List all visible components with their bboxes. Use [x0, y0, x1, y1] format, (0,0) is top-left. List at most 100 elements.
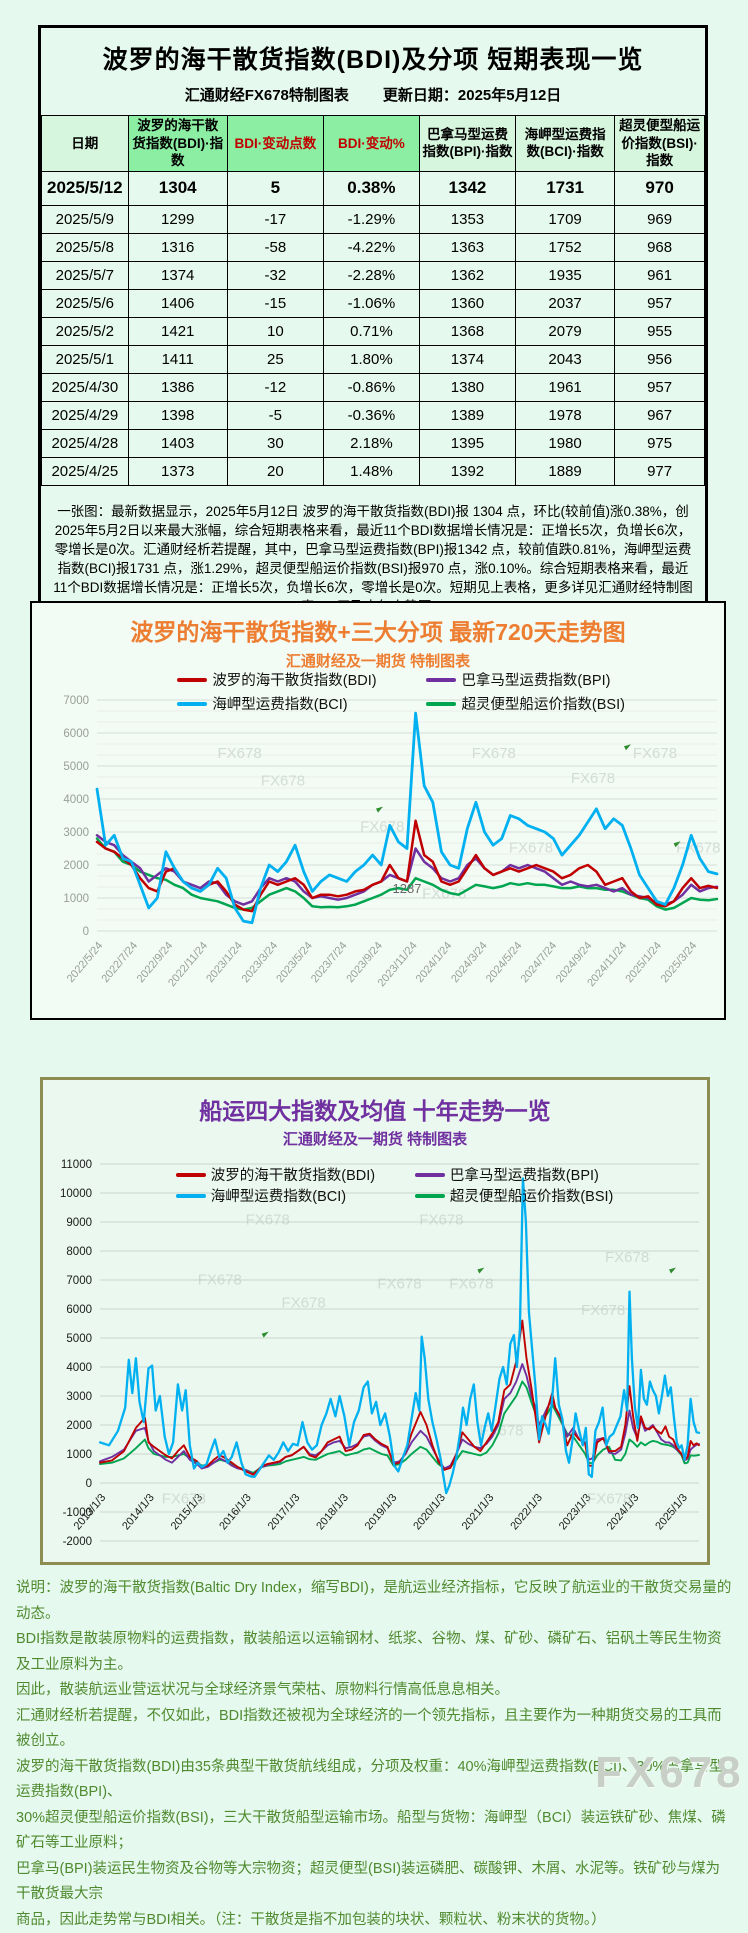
svg-text:FX678: FX678 [282, 1294, 326, 1311]
svg-text:2000: 2000 [63, 860, 89, 872]
svg-text:FX678: FX678 [633, 745, 677, 762]
column-header: 超灵便型船运价指数(BSI)·指数 [615, 116, 705, 172]
svg-text:FX678: FX678 [587, 1490, 631, 1507]
svg-text:5000: 5000 [66, 1333, 92, 1345]
svg-text:10000: 10000 [60, 1188, 92, 1200]
legend-item: 巴拿马型运费指数(BPI) [415, 1164, 599, 1185]
legend-swatch-icon [415, 1173, 445, 1177]
svg-text:2000: 2000 [66, 1420, 92, 1432]
legend-label: 超灵便型船运价指数(BSI) [450, 1185, 614, 1206]
legend-label: 波罗的海干散货指数(BDI) [212, 669, 376, 690]
svg-text:0: 0 [83, 926, 89, 938]
legend-label: 海岬型运费指数(BCI) [211, 1185, 346, 1206]
legend-item: 波罗的海干散货指数(BDI) [176, 1164, 375, 1185]
chart-10year-panel: 船运四大指数及均值 十年走势一览 汇通财经及一期货 特制图表 波罗的海干散货指数… [40, 1077, 710, 1565]
svg-text:2022/7/24: 2022/7/24 [99, 940, 140, 985]
legend-swatch-icon [176, 1173, 206, 1177]
legend-item: 超灵便型船运价指数(BSI) [415, 1185, 614, 1206]
column-header: 海岬型运费指数(BCI)·指数 [516, 116, 615, 172]
svg-text:2023/7/24: 2023/7/24 [309, 940, 350, 985]
svg-text:9000: 9000 [66, 1217, 92, 1229]
svg-text:0: 0 [86, 1478, 92, 1490]
legend-item: 波罗的海干散货指数(BDI) [177, 669, 376, 690]
legend-swatch-icon [415, 1194, 445, 1198]
svg-text:2025/1/24: 2025/1/24 [623, 940, 664, 985]
legend-item: 海岬型运费指数(BCI) [177, 693, 347, 714]
svg-text:FX678: FX678 [605, 1249, 649, 1266]
svg-text:7000: 7000 [66, 1275, 92, 1287]
legend-label: 波罗的海干散货指数(BDI) [211, 1164, 375, 1185]
svg-text:FX678: FX678 [571, 770, 615, 787]
legend-item: 巴拿马型运费指数(BPI) [426, 669, 610, 690]
chart-720day-subtitle: 汇通财经及一期货 特制图表 [32, 650, 724, 671]
svg-text:2023/1/24: 2023/1/24 [204, 940, 245, 985]
svg-text:FX678: FX678 [360, 819, 404, 836]
chart-720day-title: 波罗的海干散货指数+三大分项 最新720天走势图 [32, 613, 724, 647]
footer-line: 30%超灵便型船运价指数(BSI)，三大干散货船型运输市场。船型与货物：海岬型（… [16, 1806, 734, 1857]
svg-text:2025/3/24: 2025/3/24 [659, 940, 700, 985]
legend-label: 巴拿马型运费指数(BPI) [450, 1164, 599, 1185]
legend-item: 超灵便型船运价指数(BSI) [426, 693, 625, 714]
legend-label: 巴拿马型运费指数(BPI) [461, 669, 610, 690]
svg-text:2024/7/24: 2024/7/24 [519, 940, 560, 985]
legend-swatch-icon [426, 702, 456, 706]
svg-text:1000: 1000 [66, 1449, 92, 1461]
chart-10year-subtitle: 汇通财经及一期货 特制图表 [43, 1128, 707, 1149]
footer-line: 巴拿马(BPI)装运民生物资及谷物等大宗物资；超灵便型(BSI)装运磷肥、碳酸钾… [16, 1857, 734, 1908]
svg-text:FX678: FX678 [509, 839, 553, 856]
svg-text:FX678: FX678 [419, 1211, 463, 1228]
column-header: BDI·变动点数 [227, 116, 323, 172]
svg-text:4000: 4000 [66, 1362, 92, 1374]
svg-text:FX678: FX678 [217, 745, 261, 762]
svg-text:6000: 6000 [63, 728, 89, 740]
legend-swatch-icon [177, 678, 207, 682]
source-label: 汇通财经FX678特制图表 [185, 87, 349, 104]
chart-720day-panel: 波罗的海干散货指数+三大分项 最新720天走势图 汇通财经及一期货 特制图表 波… [30, 601, 726, 1020]
short-term-table-panel: 波罗的海干散货指数(BDI)及分项 短期表现一览 汇通财经FX678特制图表 更新… [38, 25, 708, 634]
svg-text:5000: 5000 [63, 761, 89, 773]
svg-text:7000: 7000 [63, 695, 89, 707]
update-date-label: 更新日期：2025年5月12日 [383, 87, 561, 104]
svg-text:FX678: FX678 [581, 1302, 625, 1319]
legend-label: 超灵便型船运价指数(BSI) [461, 693, 625, 714]
legend-swatch-icon [176, 1194, 206, 1198]
svg-text:FX678: FX678 [449, 1275, 493, 1292]
svg-text:1000: 1000 [63, 893, 89, 905]
svg-text:8000: 8000 [66, 1246, 92, 1258]
svg-text:FX678: FX678 [261, 772, 305, 789]
footer-line: BDI指数是散装原物料的运费指数，散装船运以运输钢材、纸浆、谷物、煤、矿砂、磷矿… [16, 1627, 734, 1678]
svg-text:6000: 6000 [66, 1304, 92, 1316]
fx678-watermark: FX678 [595, 1748, 745, 1798]
footer-line: 商品，因此走势常与BDI相关。（注：干散货是指不加包装的块状、颗粒状、粉末状的货… [16, 1908, 734, 1933]
svg-text:3000: 3000 [63, 827, 89, 839]
legend-item: 海岬型运费指数(BCI) [176, 1185, 346, 1206]
column-header: 日期 [42, 116, 129, 172]
table-subtitle: 汇通财经FX678特制图表 更新日期：2025年5月12日 [41, 84, 705, 105]
column-header: 波罗的海干散货指数(BDI)·指数 [128, 116, 227, 172]
column-header: 巴拿马型运费指数(BPI)·指数 [419, 116, 515, 172]
legend-swatch-icon [426, 678, 456, 682]
table-title: 波罗的海干散货指数(BDI)及分项 短期表现一览 [41, 28, 705, 76]
legend-swatch-icon [177, 702, 207, 706]
svg-text:FX678: FX678 [472, 745, 516, 762]
chart-10year-title: 船运四大指数及均值 十年走势一览 [43, 1092, 707, 1126]
svg-text:3000: 3000 [66, 1391, 92, 1403]
column-header: BDI·变动% [323, 116, 419, 172]
footer-line: 因此，散装航运业营运状况与全球经济景气荣枯、原物料行情高低息息相关。 [16, 1678, 734, 1704]
svg-text:-2000: -2000 [63, 1536, 92, 1548]
svg-text:FX678: FX678 [377, 1275, 421, 1292]
svg-text:FX678: FX678 [246, 1211, 290, 1228]
footer-line: 汇通财经析若提醒，不仅如此，BDI指数还被视为全球经济的一个领先指标，且主要作为… [16, 1704, 734, 1755]
svg-text:FX678: FX678 [198, 1272, 242, 1289]
